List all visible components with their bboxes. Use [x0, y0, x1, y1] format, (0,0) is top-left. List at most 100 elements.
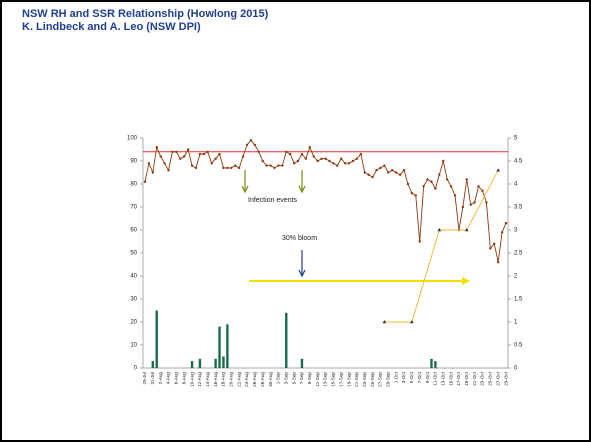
marker [398, 173, 402, 176]
marker [163, 162, 166, 165]
marker [202, 152, 206, 156]
marker [218, 152, 221, 156]
marker [300, 152, 304, 156]
marker [214, 157, 217, 160]
marker [292, 162, 296, 165]
x-tick-label: 15-Oct [448, 371, 453, 386]
y2-tick-label: 3 [514, 228, 518, 234]
marker [449, 185, 453, 188]
marker [226, 166, 229, 170]
marker [230, 166, 233, 170]
marker [332, 162, 335, 165]
x-tick-label: 17-Oct [456, 371, 461, 386]
marker [175, 150, 178, 153]
marker [442, 159, 445, 163]
marker [159, 155, 162, 158]
bar [222, 356, 225, 368]
x-tick-label: 31-Jul [150, 372, 155, 385]
marker [430, 180, 433, 183]
marker [410, 192, 414, 195]
y2-tick-label: 2 [514, 274, 518, 280]
marker [324, 157, 327, 160]
y-tick-label: 50 [130, 251, 137, 257]
marker [147, 162, 151, 165]
marker [434, 187, 437, 190]
x-tick-label: 29-Oct [503, 371, 508, 386]
x-tick-label: 27-Sep [378, 372, 383, 387]
x-tick-label: 1-Oct [393, 371, 398, 383]
marker [190, 164, 194, 167]
bar [300, 358, 304, 368]
x-tick-label: 19-Sep [346, 372, 351, 387]
y2-tick-label: 1 [514, 320, 518, 326]
x-tick-label: 16-Aug [213, 372, 218, 387]
marker [257, 150, 260, 153]
x-tick-label: 14-Aug [205, 372, 210, 387]
y2-tick-label: 3.5 [514, 205, 523, 211]
marker [222, 166, 225, 170]
marker [155, 146, 158, 149]
x-tick-label: 19-Oct [464, 371, 469, 386]
bar [434, 361, 437, 368]
marker [312, 155, 315, 158]
title: NSW RH and SSR Relationship (Howlong 201… [22, 8, 269, 20]
x-tick-label: 20-Aug [229, 372, 234, 387]
marker [198, 152, 202, 156]
x-tick-label: 29-Jul [142, 372, 147, 385]
marker [253, 143, 257, 147]
bar [151, 361, 155, 368]
x-tick-label: 15-Sep [331, 372, 336, 387]
x-tick-label: 25-Oct [488, 371, 493, 386]
arrows [241, 170, 470, 285]
x-tick-label: 4-Aug [166, 372, 171, 385]
x-tick-label: 10-Aug [189, 372, 194, 387]
marker [347, 162, 351, 165]
y2-tick-label: 0.5 [514, 343, 523, 349]
marker [504, 221, 508, 225]
y2-tick-label: 4.5 [514, 159, 523, 165]
bar [155, 310, 158, 368]
marker [269, 164, 272, 167]
marker [316, 159, 319, 163]
marker [402, 169, 406, 172]
marker [241, 155, 245, 158]
y-tick-label: 20 [130, 320, 137, 326]
marker [375, 169, 378, 172]
marker [426, 178, 429, 181]
x-tick-label: 25-Sep [370, 372, 375, 387]
x-tick-label: 13-Oct [440, 371, 445, 386]
y-tick-label: 90 [130, 159, 137, 165]
x-tick-label: 12-Aug [197, 372, 202, 387]
marker [351, 159, 355, 163]
x-tick-label: 13-Sep [323, 372, 328, 387]
bar [198, 358, 202, 368]
marker [422, 185, 425, 188]
x-tick-label: 30-Aug [268, 372, 273, 387]
marker [194, 166, 198, 170]
y-tick-label: 10 [130, 343, 137, 349]
x-tick-label: 6-Aug [174, 372, 179, 385]
marker [237, 166, 241, 170]
marker [359, 152, 363, 156]
marker [245, 143, 249, 147]
x-tick-label: 1-Sep [276, 372, 281, 385]
bar [218, 326, 221, 368]
marker [308, 146, 312, 149]
marker [496, 168, 500, 172]
marker [464, 228, 469, 232]
marker [320, 157, 323, 160]
x-tick-label: 3-Oct [401, 371, 406, 383]
marker [473, 201, 476, 204]
marker [485, 201, 488, 204]
marker [379, 166, 382, 170]
marker [296, 159, 300, 163]
marker [343, 162, 347, 165]
marker [382, 320, 387, 324]
x-tick-label: 3-Sep [283, 372, 288, 385]
x-tick-label: 5-Sep [291, 372, 296, 385]
marker [438, 173, 441, 176]
y-tick-label: 30 [130, 297, 137, 303]
y2-tick-label: 2.5 [514, 251, 523, 257]
marker [383, 164, 386, 167]
marker [281, 164, 284, 167]
